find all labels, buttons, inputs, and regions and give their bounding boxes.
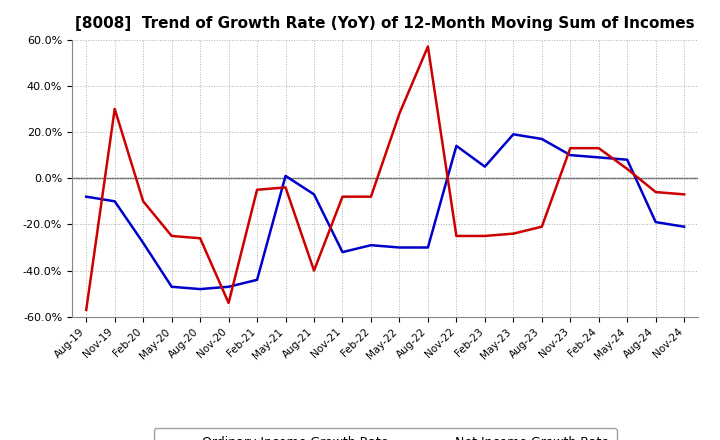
Net Income Growth Rate	[452, 233, 461, 238]
Ordinary Income Growth Rate	[310, 192, 318, 197]
Ordinary Income Growth Rate	[110, 198, 119, 204]
Ordinary Income Growth Rate	[595, 155, 603, 160]
Net Income Growth Rate	[82, 307, 91, 312]
Net Income Growth Rate	[652, 189, 660, 194]
Ordinary Income Growth Rate	[652, 220, 660, 225]
Ordinary Income Growth Rate	[225, 284, 233, 290]
Net Income Growth Rate	[167, 233, 176, 238]
Net Income Growth Rate	[366, 194, 375, 199]
Ordinary Income Growth Rate	[623, 157, 631, 162]
Net Income Growth Rate	[225, 300, 233, 305]
Ordinary Income Growth Rate	[509, 132, 518, 137]
Ordinary Income Growth Rate	[452, 143, 461, 148]
Ordinary Income Growth Rate	[282, 173, 290, 179]
Ordinary Income Growth Rate	[395, 245, 404, 250]
Net Income Growth Rate	[595, 146, 603, 151]
Ordinary Income Growth Rate	[566, 152, 575, 158]
Ordinary Income Growth Rate	[82, 194, 91, 199]
Ordinary Income Growth Rate	[338, 249, 347, 255]
Net Income Growth Rate	[566, 146, 575, 151]
Net Income Growth Rate	[282, 185, 290, 190]
Ordinary Income Growth Rate	[537, 136, 546, 142]
Net Income Growth Rate	[480, 233, 489, 238]
Net Income Growth Rate	[110, 106, 119, 111]
Net Income Growth Rate	[680, 192, 688, 197]
Title: [8008]  Trend of Growth Rate (YoY) of 12-Month Moving Sum of Incomes: [8008] Trend of Growth Rate (YoY) of 12-…	[76, 16, 695, 32]
Ordinary Income Growth Rate	[480, 164, 489, 169]
Ordinary Income Growth Rate	[196, 286, 204, 292]
Net Income Growth Rate	[310, 268, 318, 273]
Ordinary Income Growth Rate	[366, 242, 375, 248]
Line: Net Income Growth Rate: Net Income Growth Rate	[86, 47, 684, 310]
Line: Ordinary Income Growth Rate: Ordinary Income Growth Rate	[86, 134, 684, 289]
Net Income Growth Rate	[509, 231, 518, 236]
Net Income Growth Rate	[537, 224, 546, 229]
Net Income Growth Rate	[196, 235, 204, 241]
Net Income Growth Rate	[395, 111, 404, 116]
Ordinary Income Growth Rate	[423, 245, 432, 250]
Net Income Growth Rate	[623, 166, 631, 172]
Ordinary Income Growth Rate	[167, 284, 176, 290]
Net Income Growth Rate	[253, 187, 261, 192]
Net Income Growth Rate	[338, 194, 347, 199]
Ordinary Income Growth Rate	[139, 240, 148, 246]
Ordinary Income Growth Rate	[253, 277, 261, 282]
Net Income Growth Rate	[423, 44, 432, 49]
Ordinary Income Growth Rate	[680, 224, 688, 229]
Net Income Growth Rate	[139, 198, 148, 204]
Legend: Ordinary Income Growth Rate, Net Income Growth Rate: Ordinary Income Growth Rate, Net Income …	[153, 429, 617, 440]
